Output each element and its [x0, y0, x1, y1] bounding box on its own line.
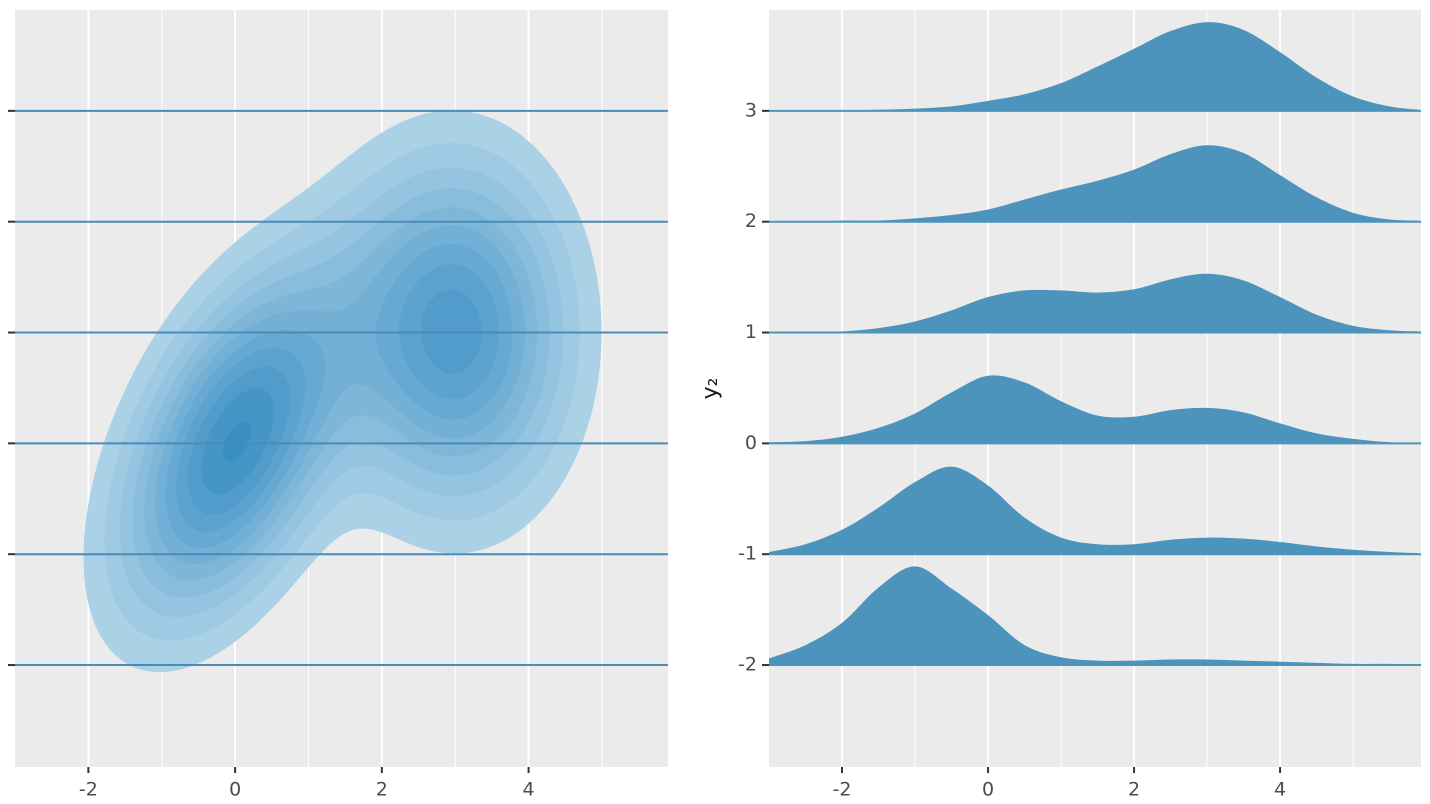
- ridge-area: [769, 466, 1419, 555]
- ridge-area: [769, 566, 1419, 666]
- x-tick-label: 4: [1274, 779, 1286, 801]
- x-tick-label: 4: [523, 779, 535, 801]
- y-tick-label: 0: [745, 432, 757, 454]
- ridge-area: [769, 273, 1419, 333]
- ridge-area: [769, 145, 1419, 222]
- ridge-area: [769, 375, 1419, 444]
- y-tick-label: -1: [738, 543, 757, 565]
- x-tick-label: 0: [229, 779, 241, 801]
- x-tick-label: 0: [982, 779, 994, 801]
- y-tick-label: 3: [745, 99, 757, 121]
- x-tick-label: 2: [376, 779, 388, 801]
- density-band: [187, 289, 482, 515]
- x-tick-label: -2: [833, 779, 852, 801]
- density-contours: [83, 110, 602, 673]
- y-axis-label: y₂: [698, 378, 723, 400]
- x-tick-label: 2: [1128, 779, 1140, 801]
- y-tick-label: 2: [745, 210, 757, 232]
- x-tick-label: -2: [79, 779, 98, 801]
- ridge-area: [769, 22, 1419, 111]
- y-tick-label: 1: [745, 321, 757, 343]
- y-tick-label: -2: [738, 654, 757, 676]
- density-band: [223, 421, 251, 462]
